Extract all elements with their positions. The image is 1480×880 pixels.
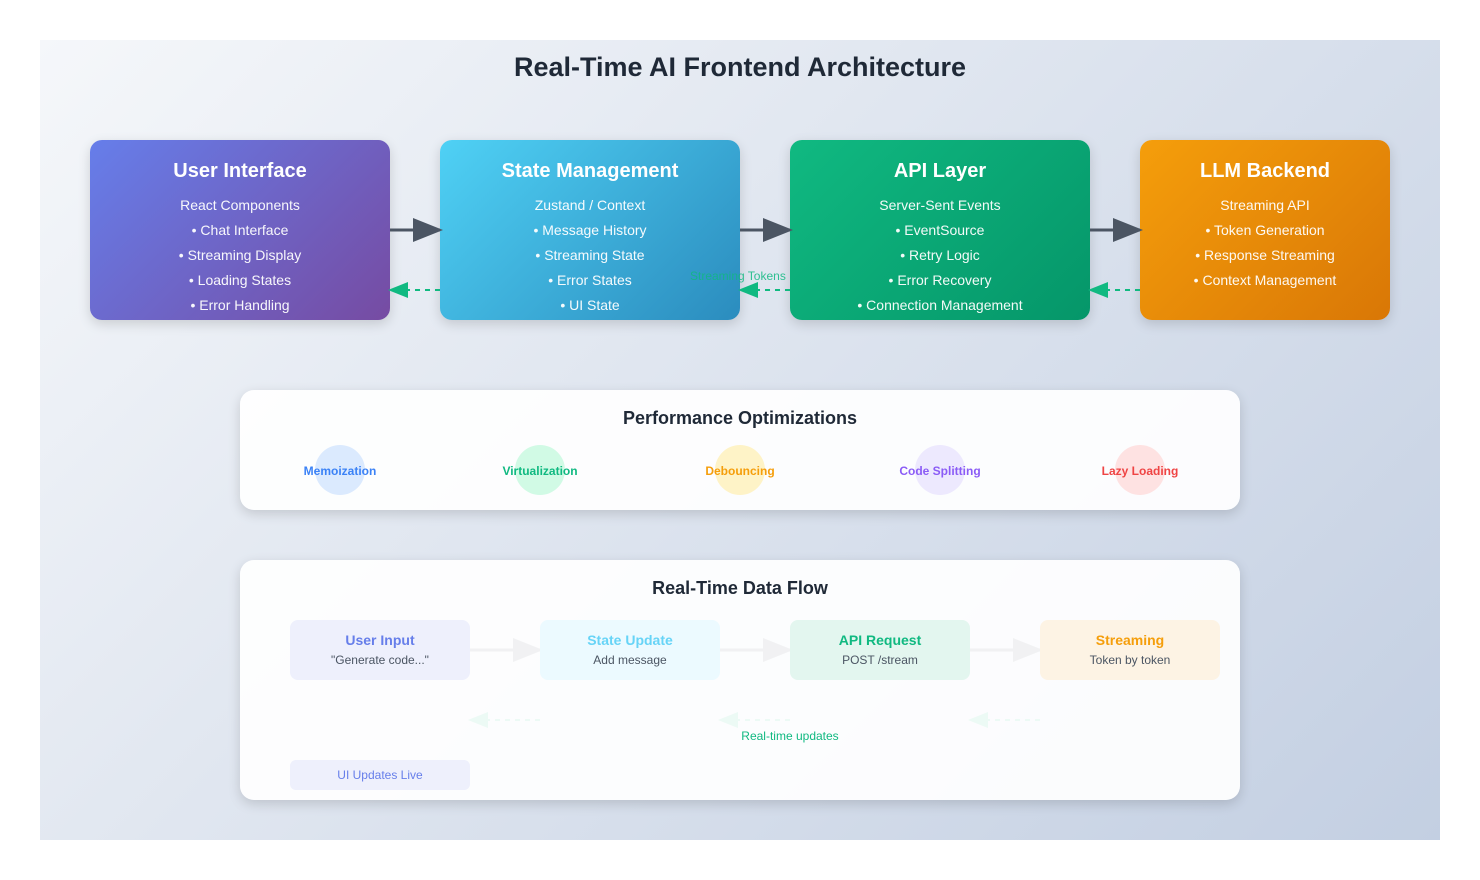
optimization-label: Memoization bbox=[303, 464, 377, 478]
data-flow-title: Real-Time Data Flow bbox=[652, 578, 828, 598]
ui-updates-live-box: UI Updates Live bbox=[290, 760, 470, 790]
layer-box: State Management Zustand / Context • Messa… bbox=[440, 140, 740, 320]
optimization-label: Debouncing bbox=[705, 464, 775, 478]
optimization-circle bbox=[915, 445, 965, 495]
realtime-updates-label: Real-time updates bbox=[741, 729, 839, 743]
optimization-circle bbox=[515, 445, 565, 495]
flow-step-sub: Token by token bbox=[1089, 653, 1171, 667]
flow-step-title: Streaming bbox=[1095, 632, 1165, 648]
layer-item: • Error Handling bbox=[190, 297, 290, 313]
flow-step-sub: POST /stream bbox=[842, 653, 918, 667]
flow-step: State Update Add message bbox=[540, 620, 720, 680]
streaming-tokens-label: Streaming Tokens bbox=[690, 269, 786, 283]
layer-item: • Error Recovery bbox=[888, 272, 992, 288]
layer-item: • Streaming Display bbox=[178, 247, 302, 263]
layer-box: User Interface React Components • Chat Int… bbox=[90, 140, 390, 320]
optimization-circle bbox=[1115, 445, 1165, 495]
layer-item: • UI State bbox=[560, 297, 620, 313]
layer-item: • Chat Interface bbox=[191, 222, 289, 238]
layer-item: • Error States bbox=[548, 272, 632, 288]
flow-step: API Request POST /stream bbox=[790, 620, 970, 680]
layer-box: LLM Backend Streaming API • Token Generati… bbox=[1140, 140, 1390, 320]
layer-item: Zustand / Context bbox=[534, 197, 646, 213]
flow-step-title: User Input bbox=[345, 632, 415, 648]
layer-item: • Context Management bbox=[1193, 272, 1337, 288]
layer-item: • Connection Management bbox=[857, 297, 1023, 313]
diagram-title: Real-Time AI Frontend Architecture bbox=[513, 52, 967, 82]
optimization-circle bbox=[715, 445, 765, 495]
layer-item: • Response Streaming bbox=[1195, 247, 1335, 263]
layer-box: API Layer Server-Sent Events • EventSource… bbox=[790, 140, 1090, 320]
flow-step: User Input "Generate code..." bbox=[290, 620, 470, 680]
flow-step-sub: Add message bbox=[593, 653, 667, 667]
layer-item: Streaming API bbox=[1220, 197, 1310, 213]
flow-step: Streaming Token by token bbox=[1040, 620, 1220, 680]
optimization-label: Code Splitting bbox=[899, 464, 981, 478]
layer-item: • Retry Logic bbox=[900, 247, 980, 263]
flow-step-sub: "Generate code..." bbox=[331, 653, 429, 667]
layer-item: • Message History bbox=[533, 222, 647, 238]
layer-title: State Management bbox=[501, 160, 679, 182]
optimization-circle bbox=[315, 445, 365, 495]
layer-item: • EventSource bbox=[895, 222, 985, 238]
layer-item: React Components bbox=[180, 197, 300, 213]
layer-item: • Streaming State bbox=[535, 247, 645, 263]
flow-step-title: API Request bbox=[838, 632, 922, 648]
layer-item: • Loading States bbox=[188, 272, 292, 288]
layer-title: API Layer bbox=[893, 160, 987, 182]
flow-step-title: State Update bbox=[587, 632, 673, 648]
layer-title: LLM Backend bbox=[1199, 160, 1331, 182]
layer-item: Server-Sent Events bbox=[879, 197, 1001, 213]
layer-item: • Token Generation bbox=[1205, 222, 1325, 238]
layer-title: User Interface bbox=[173, 160, 307, 182]
optimization-label: Virtualization bbox=[502, 464, 578, 478]
performance-title: Performance Optimizations bbox=[622, 408, 858, 428]
optimization-label: Lazy Loading bbox=[1101, 464, 1179, 478]
